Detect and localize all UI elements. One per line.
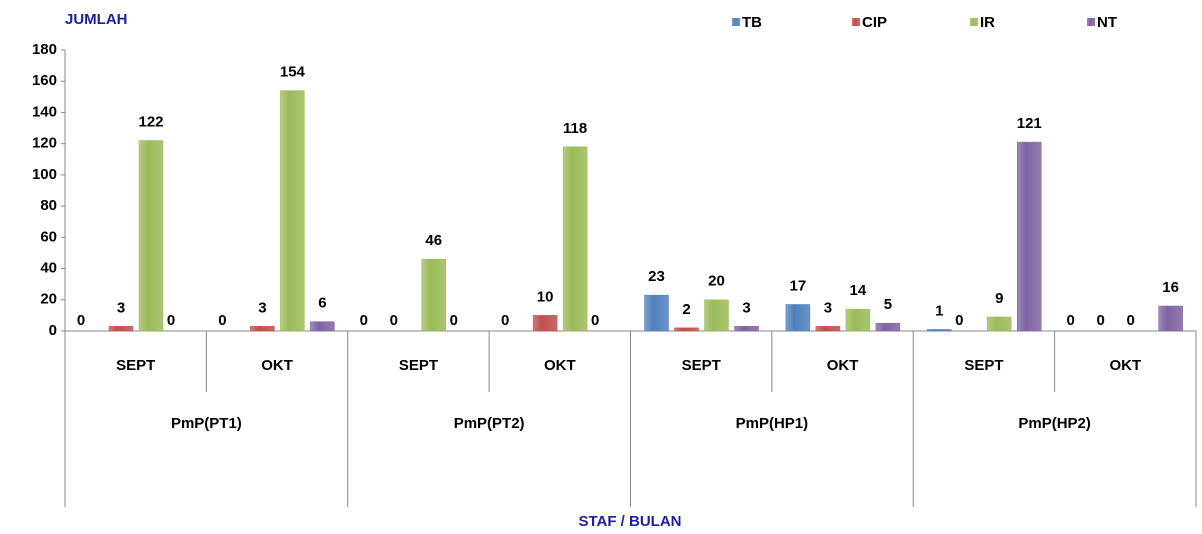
x-tick-label: SEPT [682, 357, 721, 374]
group-label: PmP(HP2) [1018, 415, 1091, 432]
y-tick-label: 160 [32, 72, 57, 89]
legend-swatch [732, 18, 740, 26]
bar [1158, 305, 1183, 332]
data-label: 9 [995, 290, 1003, 307]
x-tick-label: SEPT [116, 357, 155, 374]
data-label: 2 [682, 301, 690, 318]
x-tick-label: OKT [261, 357, 293, 374]
y-tick-label: 60 [40, 228, 57, 245]
data-label: 1 [935, 302, 943, 319]
group-label: PmP(PT1) [171, 415, 242, 432]
data-label: 3 [824, 299, 832, 316]
x-tick-label: OKT [1109, 357, 1141, 374]
bar [845, 308, 871, 332]
legend-label: IR [980, 14, 995, 31]
bar [532, 315, 558, 332]
data-label: 16 [1162, 279, 1179, 296]
data-label: 0 [1096, 312, 1104, 329]
bar [815, 326, 841, 332]
bar [310, 321, 335, 332]
data-label: 0 [360, 312, 368, 329]
bar [1017, 141, 1042, 332]
bar [280, 90, 305, 332]
group-label: PmP(PT2) [454, 415, 525, 432]
bar [108, 326, 134, 332]
data-label: 23 [648, 268, 665, 285]
data-label: 6 [318, 295, 326, 312]
legend-label: CIP [862, 14, 887, 31]
data-label: 0 [167, 312, 175, 329]
group-label: PmP(HP1) [736, 415, 809, 432]
data-label: 17 [790, 277, 807, 294]
legend-swatch [1087, 18, 1095, 26]
bar [250, 326, 275, 332]
y-tick-label: 20 [40, 291, 57, 308]
bar [421, 258, 446, 332]
x-axis-title: STAF / BULAN [578, 513, 681, 530]
data-label: 0 [390, 312, 398, 329]
bar [785, 304, 811, 332]
data-label: 0 [1066, 312, 1074, 329]
data-label: 5 [884, 296, 892, 313]
bar [562, 146, 588, 332]
data-label: 20 [708, 273, 725, 290]
y-tick-label: 80 [40, 197, 57, 214]
y-tick-label: 40 [40, 260, 57, 277]
data-label: 3 [258, 299, 266, 316]
data-label: 3 [117, 299, 125, 316]
bar [987, 316, 1012, 332]
data-label: 0 [501, 312, 509, 329]
data-label: 46 [425, 232, 442, 249]
data-label: 0 [1126, 312, 1134, 329]
data-label: 3 [742, 299, 750, 316]
data-label: 0 [591, 312, 599, 329]
y-tick-label: 100 [32, 166, 57, 183]
data-label: 10 [537, 288, 554, 305]
y-axis-title: JUMLAH [65, 11, 128, 28]
bar [138, 140, 164, 332]
legend-label: TB [742, 14, 762, 31]
data-label: 122 [138, 114, 163, 131]
data-label: 0 [77, 312, 85, 329]
legend-label: NT [1097, 14, 1117, 31]
data-label: 118 [563, 120, 587, 137]
y-tick-label: 180 [32, 41, 57, 58]
bar [927, 329, 952, 332]
bar [734, 326, 759, 332]
data-label: 14 [850, 282, 867, 299]
data-label: 0 [218, 312, 226, 329]
data-label: 0 [955, 312, 963, 329]
x-tick-label: SEPT [964, 357, 1003, 374]
y-tick-label: 0 [49, 322, 57, 339]
bar [644, 294, 669, 332]
bar [674, 327, 699, 332]
y-tick-label: 120 [32, 135, 57, 152]
y-tick-label: 140 [32, 103, 57, 120]
legend-swatch [852, 18, 860, 26]
x-tick-label: SEPT [399, 357, 438, 374]
data-label: 0 [450, 312, 458, 329]
data-label: 154 [280, 64, 306, 81]
bar [875, 322, 901, 332]
bar [704, 299, 729, 332]
x-tick-label: OKT [544, 357, 576, 374]
x-tick-label: OKT [827, 357, 859, 374]
data-label: 121 [1017, 115, 1042, 132]
legend-swatch [970, 18, 978, 26]
